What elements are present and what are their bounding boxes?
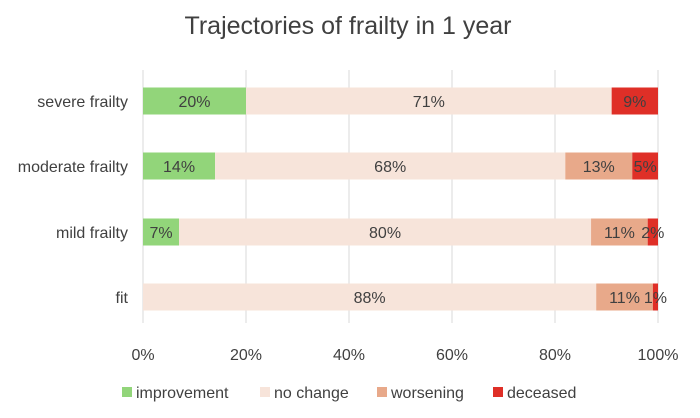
legend-label: worsening — [390, 385, 464, 402]
bar-segment-worsening — [596, 283, 653, 311]
bar-segment-deceased — [652, 283, 658, 311]
data-label: 9% — [623, 94, 646, 111]
data-label: 11% — [604, 225, 635, 242]
x-tick-label: 0% — [131, 347, 154, 364]
x-tick-label: 80% — [539, 347, 571, 364]
bar-segment-no-change — [179, 218, 592, 246]
bars — [143, 87, 658, 311]
legend-label: improvement — [136, 385, 229, 402]
data-label: 80% — [369, 225, 401, 242]
bar-segment-no-change — [215, 152, 566, 180]
data-label: 20% — [178, 94, 210, 111]
bar-segment-worsening — [565, 152, 633, 180]
category-label: severe frailty — [37, 94, 128, 111]
data-label: 5% — [634, 159, 657, 176]
category-label: moderate frailty — [18, 159, 128, 176]
legend-item-no-change: no change — [260, 385, 349, 402]
legend-item-deceased: deceased — [493, 385, 576, 402]
legend-label: deceased — [507, 385, 576, 402]
bar-segment-improvement — [143, 87, 246, 115]
x-tick-label: 60% — [436, 347, 468, 364]
data-label: 68% — [374, 159, 406, 176]
legend: improvement no change worsening deceased — [122, 385, 576, 402]
data-label: 1% — [644, 290, 667, 307]
bar-segment-worsening — [591, 218, 648, 246]
category-labels: severe frailty moderate frailty mild frail… — [18, 94, 129, 307]
bar-segment-improvement — [143, 152, 216, 180]
data-label: 11% — [609, 290, 640, 307]
x-tick-label: 20% — [230, 347, 262, 364]
bar-segment-deceased — [632, 152, 658, 180]
x-axis-ticks: 0% 20% 40% 60% 80% 100% — [131, 347, 678, 364]
x-tick-label: 40% — [333, 347, 365, 364]
legend-swatch — [260, 387, 270, 397]
data-label: 14% — [163, 159, 195, 176]
bar-segment-no-change — [246, 87, 612, 115]
legend-label: no change — [274, 385, 349, 402]
chart-title: Trajectories of frailty in 1 year — [185, 12, 512, 40]
category-label: fit — [116, 290, 129, 307]
data-label: 88% — [354, 290, 386, 307]
data-label: 2% — [641, 225, 664, 242]
bar-segment-deceased — [647, 218, 658, 246]
legend-item-improvement: improvement — [122, 385, 229, 402]
data-labels: 20% 71% 9%14% 68% 13% 5%7% 80% 11% 2%88% 11% 1% — [149, 94, 667, 307]
data-label: 13% — [583, 159, 615, 176]
bar-segment-improvement — [143, 218, 180, 246]
legend-swatch — [377, 387, 387, 397]
bar-segment-deceased — [611, 87, 658, 115]
legend-swatch — [122, 387, 132, 397]
data-label: 7% — [149, 225, 172, 242]
bar-segment-no-change — [143, 283, 597, 311]
legend-item-worsening: worsening — [377, 385, 464, 402]
legend-swatch — [493, 387, 503, 397]
x-tick-label: 100% — [638, 347, 679, 364]
category-label: mild frailty — [56, 225, 128, 242]
data-label: 71% — [413, 94, 445, 111]
